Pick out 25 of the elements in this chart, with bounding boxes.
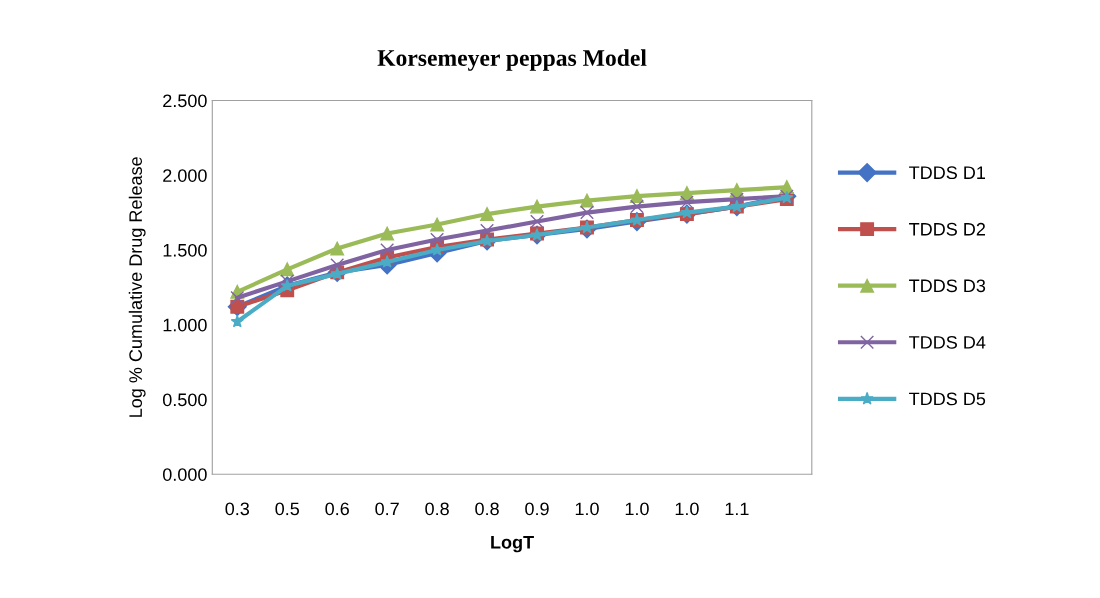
y-tick-label: 2.500 (163, 94, 207, 108)
x-tick-label: 0.8 (425, 502, 449, 516)
legend-label: TDDS D4 (909, 335, 986, 349)
y-tick-label: 0.500 (162, 393, 207, 407)
y-tick-label: 1.500 (163, 243, 207, 257)
x-tick-label: 1.0 (675, 502, 699, 516)
legend-label: TDDS D2 (909, 222, 985, 236)
legend-label: TDDS D5 (909, 392, 986, 406)
x-tick-label: 1.1 (725, 502, 749, 516)
legend-label: TDDS D1 (909, 166, 986, 180)
legend-label: TDDS D3 (909, 279, 986, 293)
x-tick-label: 0.7 (375, 502, 399, 516)
x-tick-label: 0.5 (275, 502, 300, 516)
x-tick-label: 0.8 (475, 502, 499, 516)
x-tick-label: 0.6 (325, 502, 349, 516)
x-tick-label: 1.0 (575, 502, 599, 516)
x-axis-title: LogT (491, 536, 534, 553)
x-tick-label: 1.0 (625, 502, 649, 516)
y-tick-label: 0.000 (162, 468, 207, 481)
y-tick-label: 2.000 (163, 169, 207, 182)
y-axis-title: Log % Cumulative Drug Release (128, 157, 146, 417)
chart-title: Korsemeyer peppas Model (377, 49, 647, 71)
x-tick-label: 0.3 (225, 502, 250, 516)
x-tick-label: 0.9 (525, 502, 549, 516)
y-tick-label: 1.000 (163, 318, 207, 332)
